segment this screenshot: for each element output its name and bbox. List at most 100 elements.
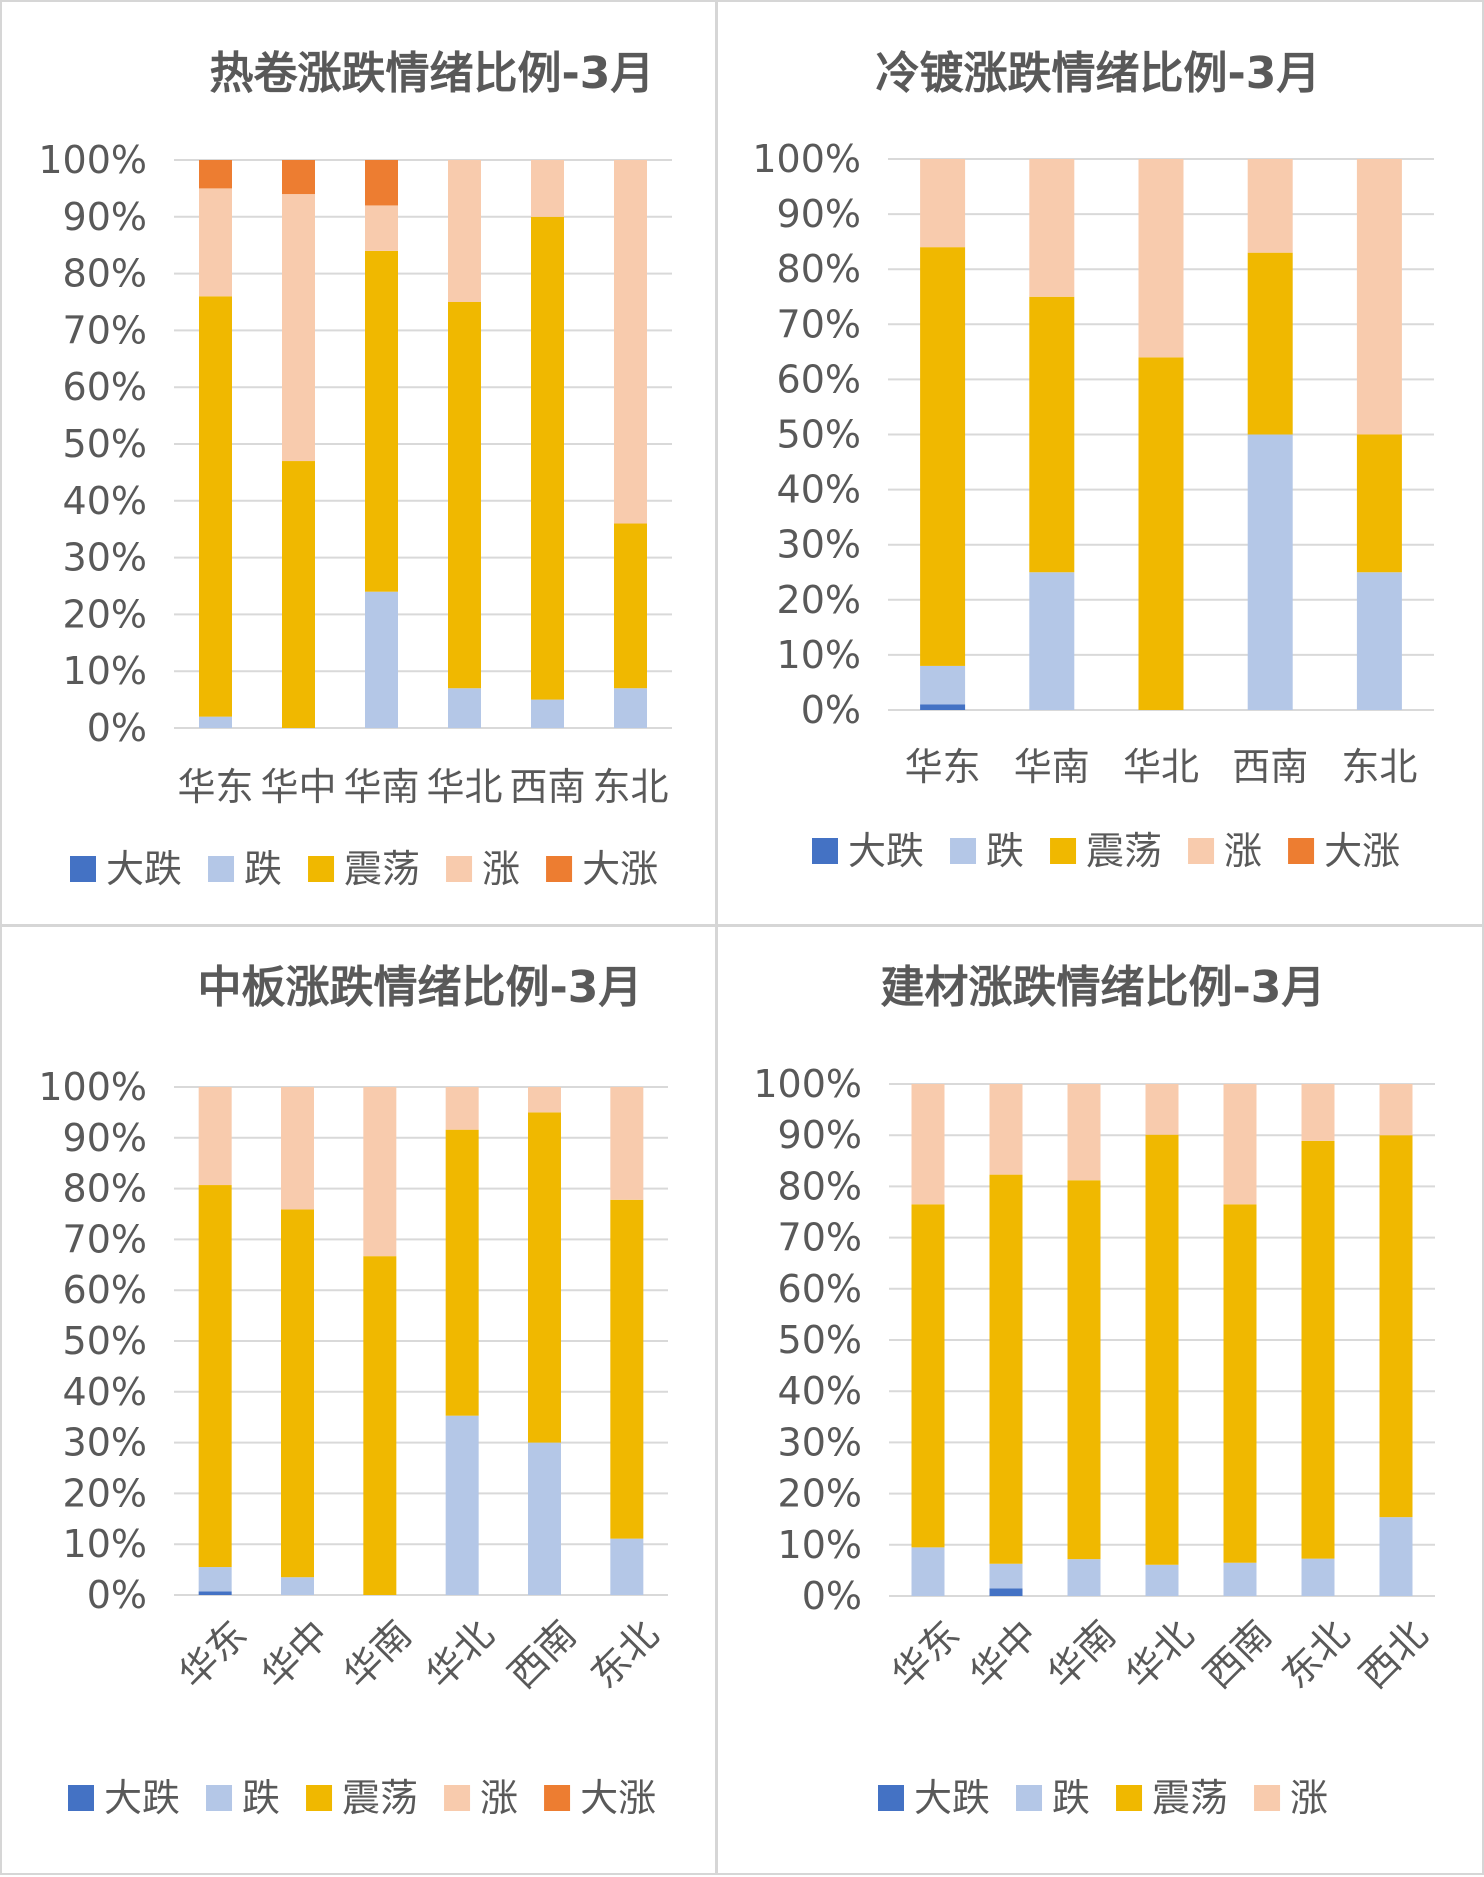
y-tick-label: 80% (63, 252, 147, 296)
legend-label: 大跌 (848, 829, 924, 873)
bar-segment (448, 688, 481, 728)
y-tick-label: 60% (63, 365, 147, 409)
bar-segment (198, 1567, 232, 1592)
y-tick-label: 0% (87, 1573, 147, 1617)
y-tick-label: 60% (63, 1268, 147, 1312)
bar-segment (1067, 1559, 1101, 1596)
bar-segment (1145, 1084, 1179, 1135)
x-tick-label: 东北 (582, 1612, 667, 1697)
chart-panel-medium-plate: 中板涨跌情绪比例-3月 0% 10% 20% 30% 40% 50% 60% 70% 80% 90%… (0, 925, 717, 1875)
y-tick-label: 10% (777, 633, 861, 677)
legend-swatch (546, 856, 573, 882)
y-tick-label: 100% (752, 137, 861, 181)
legend-swatch (68, 1785, 94, 1811)
y-tick-label: 90% (778, 1113, 862, 1157)
bar-segment (282, 160, 315, 195)
legend-label: 震荡 (342, 1776, 418, 1820)
x-tick-label: 东北 (592, 765, 668, 809)
chart-title: 中板涨跌情绪比例-3月 (198, 962, 643, 1013)
bar-segment (1029, 296, 1075, 573)
y-tick-label: 30% (777, 523, 861, 567)
bar-segment (1356, 159, 1402, 435)
bar-segment (445, 1087, 479, 1130)
bar-segment (1145, 1564, 1179, 1596)
stacked-bar-chart: 建材涨跌情绪比例-3月 0% 10% 20% 30% 40% 50% 60% 70% 80% 90%… (753, 962, 1436, 1820)
bar-segment (614, 688, 647, 728)
bar-segment (920, 665, 966, 705)
bar-segment (1301, 1140, 1335, 1559)
bar-segment (528, 1112, 561, 1443)
bar-segment (1145, 1134, 1179, 1565)
bar-segment (614, 160, 647, 524)
legend-label: 大跌 (104, 1776, 180, 1820)
y-tick-label: 40% (63, 1370, 147, 1414)
stacked-bar-chart: 冷镀涨跌情绪比例-3月 0% 10% 20% 30% 40% 50% 60% 70% 80% 90%… (752, 48, 1434, 873)
legend-label: 涨 (1290, 1776, 1328, 1820)
stacked-bar-chart: 中板涨跌情绪比例-3月 0% 10% 20% 30% 40% 50% 60% 70% 80% 90%… (38, 962, 668, 1820)
bar-segment (365, 591, 398, 728)
bar-segment (1067, 1180, 1101, 1560)
x-tick-label: 西南 (509, 765, 585, 809)
legend-label: 跌 (242, 1776, 280, 1820)
y-tick-label: 0% (801, 688, 861, 732)
bar-segment (989, 1563, 1023, 1589)
y-tick-label: 70% (63, 1217, 147, 1261)
bar-segment (365, 160, 398, 206)
bar-segment (610, 1199, 644, 1539)
bar-segment (911, 1204, 945, 1548)
legend-swatch (812, 838, 838, 864)
chart-panel-hot-rolled: 热卷涨跌情绪比例-3月 0% 10% 20% 30% 40% 50% 60% 70% 80% 90%… (0, 0, 717, 926)
bar-segment (199, 716, 232, 728)
legend-swatch (70, 856, 96, 882)
bar-segment (1247, 159, 1293, 253)
x-tick-label: 西南 (1195, 1612, 1280, 1697)
x-tick-label: 华北 (1117, 1612, 1202, 1697)
bar-segment (1379, 1084, 1413, 1136)
y-tick-label: 70% (778, 1216, 862, 1260)
x-tick-label: 西南 (500, 1612, 585, 1697)
bar-segment (199, 160, 232, 189)
bar-segment (1067, 1084, 1101, 1181)
y-tick-label: 50% (778, 1318, 862, 1362)
y-tick-label: 80% (63, 1167, 147, 1211)
bar-segment (531, 160, 564, 217)
bar-segment (1138, 357, 1184, 710)
legend-swatch (208, 856, 235, 882)
legend-swatch (878, 1785, 904, 1811)
bar-segment (528, 1087, 561, 1113)
y-tick-label: 50% (777, 413, 861, 457)
bar-segment (445, 1129, 479, 1416)
bar-segment (920, 704, 966, 710)
legend-swatch (544, 1785, 571, 1811)
x-tick-label: 华北 (417, 1612, 502, 1697)
bar-segment (1379, 1517, 1413, 1596)
y-tick-label: 40% (63, 479, 147, 523)
bar-segment (1247, 434, 1293, 710)
bar-segment (528, 1442, 561, 1595)
y-tick-label: 70% (777, 302, 861, 346)
x-tick-label: 华南 (343, 765, 419, 809)
y-tick-label: 10% (63, 649, 147, 693)
y-tick-label: 0% (802, 1574, 862, 1618)
legend-label: 跌 (986, 829, 1024, 873)
bar-segment (920, 159, 966, 248)
y-tick-label: 10% (778, 1523, 862, 1567)
y-tick-label: 80% (777, 247, 861, 291)
y-tick-label: 50% (63, 422, 147, 466)
bar-segment (989, 1084, 1023, 1175)
bar-segment (363, 1256, 397, 1595)
legend-swatch (1016, 1785, 1043, 1811)
legend-swatch (1116, 1785, 1143, 1811)
x-tick-label: 华东 (883, 1612, 968, 1697)
legend-swatch (1288, 838, 1315, 864)
bar-segment (1356, 434, 1402, 573)
legend-label: 涨 (480, 1776, 518, 1820)
stacked-bar-chart: 热卷涨跌情绪比例-3月 0% 10% 20% 30% 40% 50% 60% 70% 80% 90%… (38, 48, 672, 891)
y-tick-label: 30% (63, 1421, 147, 1465)
chart-title: 建材涨跌情绪比例-3月 (881, 962, 1326, 1013)
y-tick-label: 60% (778, 1267, 862, 1311)
bar-segment (281, 1577, 314, 1595)
x-tick-label: 华中 (961, 1612, 1046, 1697)
y-tick-label: 0% (87, 706, 147, 750)
bar-segment (198, 1185, 232, 1568)
